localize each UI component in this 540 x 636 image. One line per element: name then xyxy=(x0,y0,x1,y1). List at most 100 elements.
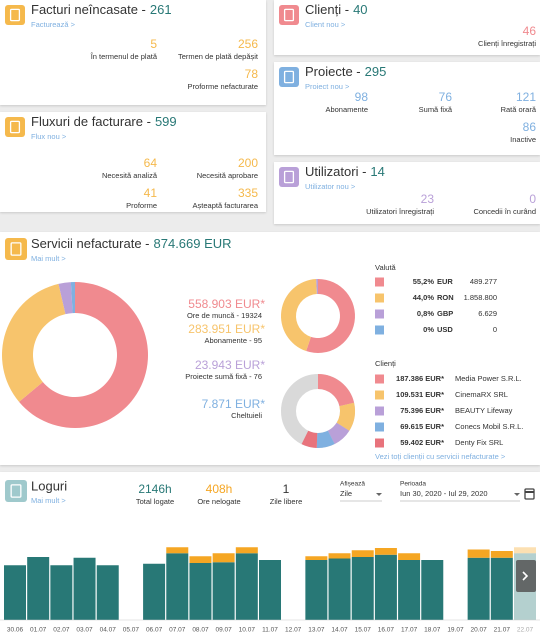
currency-code: USD xyxy=(437,325,453,334)
breakdown-value: 23.943 EUR* xyxy=(195,358,265,372)
stat-value: 5 xyxy=(150,37,157,51)
card-icon-glyph xyxy=(283,170,295,184)
x-tick-label: 13.07 xyxy=(308,627,325,634)
x-tick-label: 15.07 xyxy=(355,627,372,634)
legend-swatch xyxy=(375,309,384,319)
stat-label: Necesită aprobare xyxy=(197,171,258,180)
select-caret xyxy=(376,493,382,496)
card-link[interactable]: Mai mult > xyxy=(31,254,66,263)
breakdown-value: 558.903 EUR* xyxy=(188,297,265,311)
log-stat-value: 1 xyxy=(283,482,290,496)
card-link[interactable]: Mai mult > xyxy=(31,496,66,505)
calendar-icon[interactable] xyxy=(524,488,535,500)
card-link[interactable]: Flux nou > xyxy=(31,132,67,141)
card-title-count: 14 xyxy=(370,164,384,179)
card-icon-glyph xyxy=(283,8,295,22)
stat-label: Necesită analiză xyxy=(102,171,158,180)
legend-swatch xyxy=(375,438,384,448)
stat-value: 0 xyxy=(529,192,536,206)
x-tick-label: 08.07 xyxy=(192,627,209,634)
breakdown-value: 7.871 EUR* xyxy=(202,397,266,411)
card-title-text: Facturi neîncasate - xyxy=(31,2,146,17)
x-tick-label: 11.07 xyxy=(262,627,278,634)
bar-segment xyxy=(305,556,328,560)
donut-segment xyxy=(327,422,350,445)
bar-segment xyxy=(189,563,212,620)
card-title-count: 261 xyxy=(150,2,172,17)
bar-segment xyxy=(27,557,50,620)
donut-segment xyxy=(306,279,355,353)
period-select[interactable]: Iun 30, 2020 - Iul 29, 2020 xyxy=(400,489,488,498)
bar-segment xyxy=(421,560,444,620)
stat-value: 23 xyxy=(421,192,435,206)
card-link[interactable]: Client nou > xyxy=(305,20,346,29)
card-link[interactable]: Utilizator nou > xyxy=(305,182,356,191)
log-stat-label: Total logate xyxy=(136,497,174,506)
card-title-count: 295 xyxy=(365,64,387,79)
bar-segment xyxy=(189,556,212,563)
display-select[interactable]: Zile xyxy=(340,489,352,498)
legend-swatch xyxy=(375,325,384,335)
card-title-text: Fluxuri de facturare - xyxy=(31,114,151,129)
clients-link[interactable]: Vezi toți clienții cu servicii nefactura… xyxy=(375,452,506,461)
select-caret xyxy=(514,493,520,496)
card-title-text: Clienți - xyxy=(305,2,349,17)
client-value: 109.531 EUR* xyxy=(396,390,444,399)
card-title-count: 599 xyxy=(155,114,177,129)
legend-title: Clienți xyxy=(375,359,396,368)
legend-swatch xyxy=(375,422,384,432)
donut-segment xyxy=(19,282,148,428)
client-value: 75.396 EUR* xyxy=(400,406,444,415)
stat-value: 41 xyxy=(144,186,158,200)
card xyxy=(0,112,266,212)
x-tick-label: 07.07 xyxy=(169,627,186,634)
client-name: Media Power S.R.L. xyxy=(455,374,522,383)
bar-segment xyxy=(351,557,374,620)
bar-segment xyxy=(490,551,513,558)
x-tick-label: 16.07 xyxy=(378,627,395,634)
card-link[interactable]: Facturează > xyxy=(31,20,76,29)
card-icon xyxy=(279,5,299,25)
x-tick-label: 10.07 xyxy=(239,627,256,634)
stat-label: Clienți înregistrați xyxy=(478,39,536,48)
bar-segment xyxy=(96,565,119,620)
bar-segment xyxy=(305,560,328,620)
card-icon-glyph xyxy=(10,484,22,498)
x-tick-label: 12.07 xyxy=(285,627,302,634)
bar-segment xyxy=(514,547,536,554)
donut-segment xyxy=(316,279,318,295)
bar-segment xyxy=(50,565,73,620)
card xyxy=(0,0,266,105)
bar-segment xyxy=(351,550,374,557)
x-tick-label: 17.07 xyxy=(401,627,418,634)
donut-segment xyxy=(280,279,317,352)
stat-value: 78 xyxy=(245,67,259,81)
card-title-text: Proiecte - xyxy=(305,64,361,79)
bar-segment xyxy=(212,553,235,563)
card-icon xyxy=(279,67,299,87)
currency-amount: 1.858.800 xyxy=(464,293,497,302)
bar-segment xyxy=(235,553,258,620)
bar-segment xyxy=(235,547,258,554)
currency-percent: 55,2% xyxy=(413,277,435,286)
breakdown-label: Ore de muncă - 19324 xyxy=(187,311,262,320)
stat-value: 200 xyxy=(238,156,258,170)
stat-value: 121 xyxy=(516,90,536,104)
card-title: Fluxuri de facturare - 599 xyxy=(31,114,177,129)
card-title: Facturi neîncasate - 261 xyxy=(31,2,172,17)
period-label: Perioada xyxy=(400,481,426,488)
card-title-text: Servicii nefacturate - xyxy=(31,236,150,251)
x-tick-label: 02.07 xyxy=(53,627,70,634)
stat-label: Rată orară xyxy=(501,105,537,114)
stat-value: 256 xyxy=(238,37,258,51)
x-tick-label: 06.07 xyxy=(146,627,163,634)
card-icon-glyph xyxy=(9,8,21,22)
next-arrow xyxy=(522,571,529,581)
stat-value: 64 xyxy=(144,156,158,170)
card-link[interactable]: Proiect nou > xyxy=(305,82,350,91)
bar-segment xyxy=(490,557,513,620)
donut-segment xyxy=(336,402,356,431)
bar-segment xyxy=(374,554,397,620)
